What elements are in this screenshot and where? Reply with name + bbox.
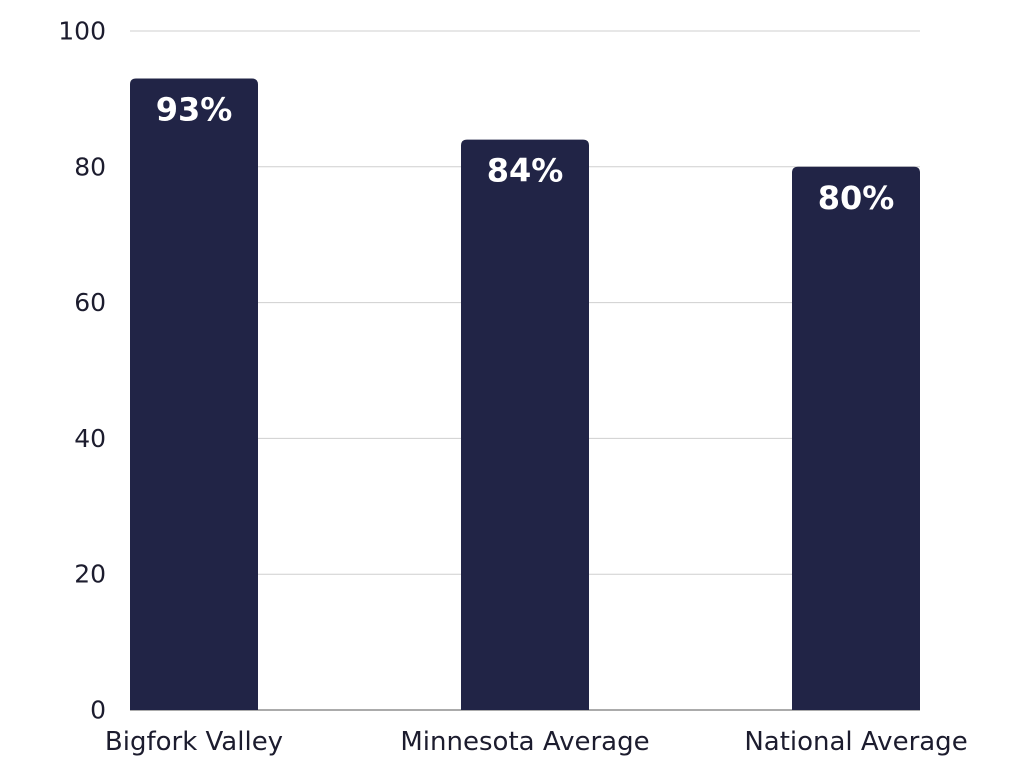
y-tick-label: 20 — [74, 560, 106, 589]
data-label: 84% — [487, 152, 564, 190]
data-label: 80% — [818, 179, 895, 217]
x-tick-label: National Average — [744, 727, 967, 757]
x-tick-label: Minnesota Average — [400, 727, 649, 757]
bar-minnesota-average — [461, 139, 589, 710]
y-tick-label: 100 — [58, 17, 106, 46]
bar-national-average — [792, 166, 920, 711]
y-tick-label: 0 — [90, 696, 106, 725]
data-label: 93% — [156, 91, 233, 129]
x-axis-ticks: Bigfork Valley Minnesota Average National … — [105, 727, 968, 757]
y-tick-label: 40 — [74, 424, 106, 453]
y-tick-label: 60 — [74, 288, 106, 317]
x-tick-label: Bigfork Valley — [105, 727, 283, 757]
bars — [130, 78, 920, 711]
y-tick-label: 80 — [74, 152, 106, 181]
y-axis-ticks: 0 20 40 60 80 100 — [58, 17, 106, 725]
bar-bigfork-valley — [130, 78, 258, 710]
data-labels: 93% 84% 80% — [156, 91, 895, 217]
